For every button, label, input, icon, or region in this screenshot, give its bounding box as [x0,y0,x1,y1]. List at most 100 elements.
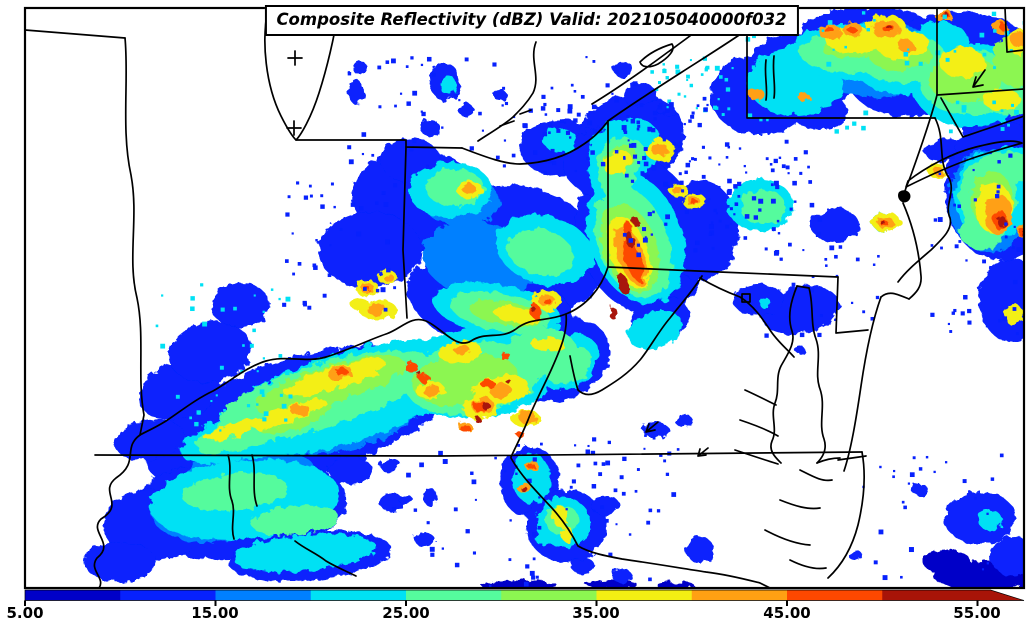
radar-echo [740,190,786,224]
radar-speckle [944,461,948,464]
radar-speckle [329,244,332,247]
radar-speckle [834,129,839,134]
radar-speckle [501,104,504,107]
radar-speckle [614,150,619,154]
radar-speckle [410,56,414,60]
radar-speckle [219,429,222,432]
radar-speckle [605,83,610,88]
radar-speckle [665,472,670,476]
state-boundary [699,277,795,358]
radar-speckle [933,218,938,222]
radar-speckle [636,127,640,131]
map-title-box: Composite Reflectivity (dBZ) Valid: 2021… [264,5,799,37]
colorbar-tick-label: 35.00 [572,604,620,622]
radar-speckle [909,472,915,478]
radar-speckle [302,300,307,306]
radar-speckle [982,52,987,57]
radar-speckle [711,246,715,250]
radar-speckle [552,161,557,166]
radar-speckle [935,50,941,56]
radar-speckle [210,400,213,403]
radar-speckle [809,288,814,293]
radar-speckle [724,77,729,82]
radar-echo [384,274,394,282]
radar-speckle [531,575,536,580]
radar-speckle [539,543,543,547]
radar-speckle [262,357,265,360]
radar-speckle [190,296,195,301]
radar-speckle [320,204,325,209]
radar-speckle [817,332,822,338]
radar-speckle [570,83,574,87]
radar-speckle [708,232,712,236]
radar-speckle [527,478,532,484]
radar-speckle [991,11,997,17]
radar-speckle [509,519,512,522]
radar-echo [251,504,339,536]
radar-speckle [469,146,474,151]
radar-speckle [600,161,606,167]
radar-speckle [656,509,661,513]
radar-speckle [645,174,650,179]
radar-speckle [488,584,492,588]
radar-echo [618,274,630,296]
radar-speckle [454,562,460,568]
radar-speckle [639,103,644,108]
radar-speckle [726,205,730,208]
radar-speckle [442,459,448,464]
state-boundary [835,276,869,334]
radar-speckle [556,128,561,133]
state-boundary [796,285,841,464]
radar-speckle [701,174,706,179]
radar-speckle [907,482,911,485]
radar-speckle [903,505,907,510]
radar-echo [440,75,456,95]
radar-speckle [678,172,682,176]
state-boundary [227,454,235,540]
radar-speckle [657,105,663,110]
radar-speckle [719,75,723,79]
radar-speckle [770,198,776,204]
radar-speckle [958,240,962,243]
radar-speckle [322,293,327,298]
radar-speckle [406,101,411,106]
radar-speckle [550,86,554,90]
radar-speckle [981,568,985,571]
radar-echo [609,307,617,319]
radar-echo [978,510,1002,530]
radar-echo [482,580,558,588]
radar-speckle [551,487,554,490]
radar-speckle [1000,127,1005,131]
radar-speckle [262,417,267,422]
radar-speckle [161,294,164,297]
radar-speckle [543,102,547,107]
radar-speckle [256,403,259,406]
radar-speckle [713,208,717,213]
radar-speckle [827,20,833,25]
radar-speckle [930,312,935,317]
radar-speckle [651,128,656,133]
radar-speckle [784,139,789,144]
radar-echo [182,472,288,512]
radar-speckle [287,195,291,199]
radar-echo [990,536,1024,576]
radar-speckle [879,465,882,469]
radar-speckle [548,159,553,164]
radar-echo [353,61,367,75]
radar-speckle [623,157,626,160]
radar-echo [233,534,377,572]
radar-speckle [339,227,343,231]
state-boundary [286,50,303,136]
radar-speckle [825,264,828,267]
radar-speckle [632,154,638,159]
radar-speckle [197,412,201,415]
radar-echo [462,184,476,194]
radar-speckle [634,489,638,493]
radar-speckle [743,236,748,240]
radar-speckle [642,227,647,232]
radar-speckle [961,108,966,113]
radar-speckle [771,227,776,232]
radar-speckle [508,558,512,562]
radar-speckle [542,131,548,137]
radar-speckle [371,153,375,157]
